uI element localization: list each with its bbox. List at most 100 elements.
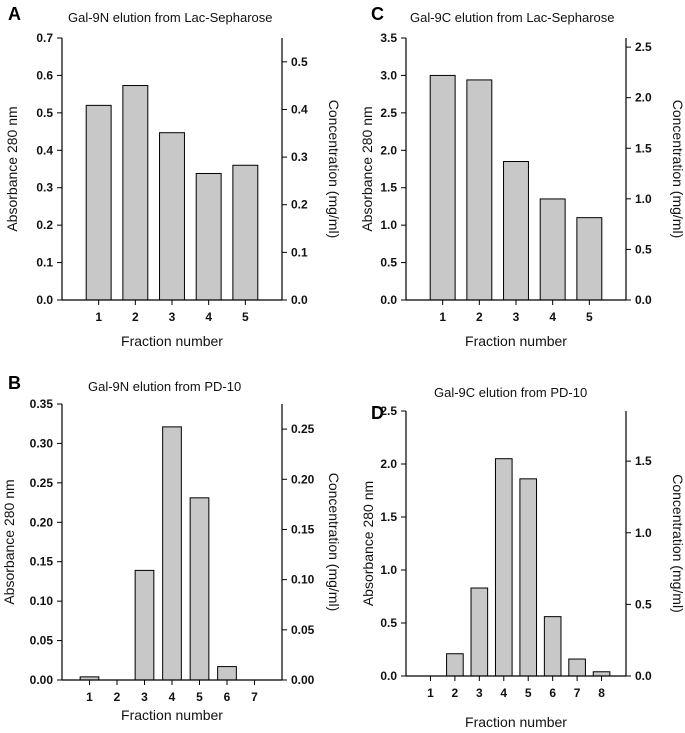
y-tick-label: 0.4 bbox=[36, 143, 53, 157]
panel-letter: C bbox=[371, 4, 384, 24]
y2-axis-title: Concentration (mg/ml) bbox=[326, 100, 342, 239]
x-tick-label: 1 bbox=[95, 310, 102, 324]
chart-title: Gal-9N elution from PD-10 bbox=[88, 379, 241, 394]
x-tick-label: 2 bbox=[452, 686, 459, 700]
bar bbox=[466, 79, 493, 301]
y-tick-label: 0.10 bbox=[30, 594, 54, 608]
x-axis-title: Fraction number bbox=[121, 333, 223, 349]
y2-tick-label: 2.0 bbox=[635, 91, 652, 105]
x-axis-title: Fraction number bbox=[465, 714, 567, 730]
x-tick-label: 7 bbox=[574, 686, 581, 700]
y2-tick-label: 0.15 bbox=[291, 522, 315, 536]
y-tick-label: 0.0 bbox=[380, 669, 397, 683]
x-tick-label: 3 bbox=[513, 310, 520, 324]
x-tick-label: 8 bbox=[598, 686, 605, 700]
y-tick-label: 2.0 bbox=[380, 143, 397, 157]
y-tick-label: 2.5 bbox=[380, 404, 397, 418]
y-tick-label: 0.20 bbox=[30, 515, 54, 529]
bar bbox=[519, 478, 538, 677]
y-tick-label: 3.5 bbox=[380, 31, 397, 45]
y-axis-title: Absorbance 280 nm bbox=[359, 106, 375, 231]
y-tick-label: 0.7 bbox=[36, 31, 53, 45]
bar bbox=[494, 458, 513, 677]
y-tick-label: 1.0 bbox=[380, 218, 397, 232]
x-tick-label: 3 bbox=[141, 690, 148, 704]
panel-b: B Gal-9N elution from PD-10 1 2 3 4 5 6 7 0.00 0.0… bbox=[1, 373, 342, 723]
y2-tick-label: 0.10 bbox=[291, 573, 315, 587]
bar bbox=[122, 85, 149, 301]
y-tick-label: 0.35 bbox=[30, 397, 54, 411]
bar bbox=[429, 74, 456, 301]
panel-c: C Gal-9C elution from Lac-Sepharose 1 2 3 4 5 0… bbox=[359, 4, 685, 349]
x-tick-label: 5 bbox=[196, 690, 203, 704]
y2-tick-label: 0.2 bbox=[291, 198, 308, 212]
bar bbox=[503, 161, 529, 301]
x-tick-label: 5 bbox=[242, 310, 249, 324]
y2-tick-label: 0.25 bbox=[291, 422, 315, 436]
y-tick-label: 0.15 bbox=[30, 555, 54, 569]
x-tick-label: 5 bbox=[525, 686, 532, 700]
y2-tick-label: 0.5 bbox=[635, 242, 652, 256]
chart-title: Gal-9C elution from Lac-Sepharose bbox=[410, 10, 615, 25]
x-tick-label: 1 bbox=[427, 686, 434, 700]
x-axis-title: Fraction number bbox=[465, 333, 567, 349]
y2-tick-label: 0.0 bbox=[635, 293, 652, 307]
y-tick-label: 0.5 bbox=[380, 256, 397, 270]
y2-tick-label: 0.3 bbox=[291, 150, 308, 164]
x-tick-label: 5 bbox=[586, 310, 593, 324]
y-tick-label: 0.05 bbox=[30, 634, 54, 648]
y2-tick-label: 0.0 bbox=[291, 293, 308, 307]
y-axis-title: Absorbance 280 nm bbox=[360, 481, 376, 606]
y2-tick-label: 0.05 bbox=[291, 623, 315, 637]
y2-tick-label: 0.4 bbox=[291, 102, 308, 116]
x-tick-label: 6 bbox=[224, 690, 231, 704]
y-tick-label: 3.0 bbox=[380, 68, 397, 82]
y2-tick-label: 1.0 bbox=[635, 526, 652, 540]
bar bbox=[85, 104, 112, 301]
y-tick-label: 1.5 bbox=[380, 181, 397, 195]
y2-tick-label: 0.20 bbox=[291, 472, 315, 486]
x-tick-label: 4 bbox=[549, 310, 556, 324]
x-tick-label: 3 bbox=[169, 310, 176, 324]
y-tick-label: 2.5 bbox=[380, 106, 397, 120]
y2-tick-label: 0.00 bbox=[291, 673, 315, 687]
bar bbox=[232, 164, 259, 301]
x-tick-label: 2 bbox=[114, 690, 121, 704]
panel-letter: B bbox=[8, 373, 21, 393]
bar bbox=[162, 426, 182, 681]
bar bbox=[217, 666, 237, 681]
y-tick-label: 0.25 bbox=[30, 476, 54, 490]
y-tick-label: 0.1 bbox=[36, 256, 53, 270]
bar bbox=[543, 616, 562, 677]
panel-letter: A bbox=[8, 4, 21, 24]
y-tick-label: 0.3 bbox=[36, 181, 53, 195]
x-tick-label: 1 bbox=[439, 310, 446, 324]
x-tick-label: 3 bbox=[476, 686, 483, 700]
y-axis-title: Absorbance 280 nm bbox=[1, 479, 17, 604]
bar bbox=[568, 658, 586, 677]
y-tick-label: 0.00 bbox=[30, 673, 54, 687]
panel-a: A Gal-9N elution from Lac-Sepharose 1 2 3 4 5 0… bbox=[4, 4, 342, 349]
x-tick-label: 4 bbox=[500, 686, 507, 700]
bar bbox=[134, 569, 155, 681]
y2-axis-title: Concentration (mg/ml) bbox=[670, 474, 685, 613]
bar bbox=[539, 198, 566, 301]
y-tick-label: 0.5 bbox=[36, 106, 53, 120]
y-axis-title: Absorbance 280 nm bbox=[4, 106, 20, 231]
y-tick-label: 1.0 bbox=[380, 563, 397, 577]
y2-tick-label: 2.5 bbox=[635, 40, 652, 54]
y-tick-label: 0.2 bbox=[36, 218, 53, 232]
x-tick-label: 1 bbox=[86, 690, 93, 704]
x-tick-label: 2 bbox=[476, 310, 483, 324]
y2-tick-label: 1.5 bbox=[635, 141, 652, 155]
x-tick-label: 4 bbox=[205, 310, 212, 324]
y2-tick-label: 1.5 bbox=[635, 454, 652, 468]
y-tick-label: 1.5 bbox=[380, 510, 397, 524]
x-tick-label: 2 bbox=[132, 310, 139, 324]
bar bbox=[159, 132, 185, 301]
y2-tick-label: 0.0 bbox=[635, 669, 652, 683]
bar bbox=[470, 587, 489, 677]
y-tick-label: 0.5 bbox=[380, 616, 397, 630]
y-tick-label: 2.0 bbox=[380, 457, 397, 471]
